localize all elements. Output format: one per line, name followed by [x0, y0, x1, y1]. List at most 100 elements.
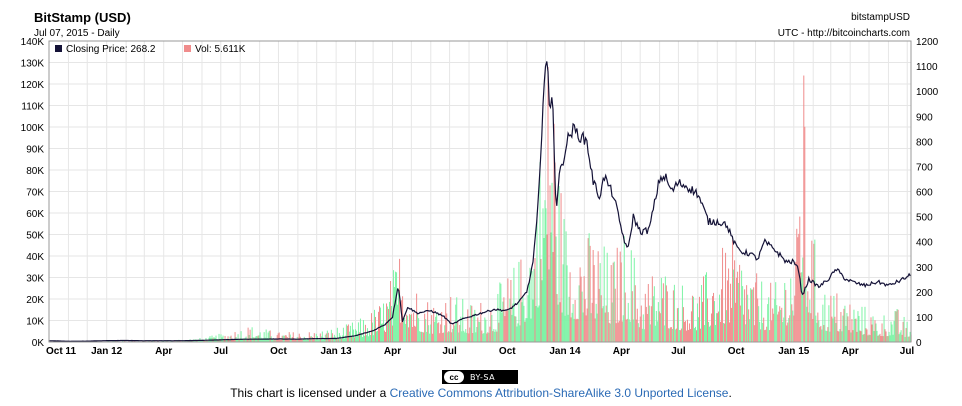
volume-bar [134, 340, 136, 342]
volume-bar [392, 325, 394, 342]
volume-bar [806, 306, 808, 342]
volume-bar [422, 332, 424, 342]
volume-bar [331, 333, 333, 342]
volume-bar [829, 331, 831, 342]
volume-bar [686, 319, 688, 342]
volume-bar [642, 314, 644, 342]
volume-bar [145, 340, 147, 342]
volume-bar [605, 305, 607, 342]
volume-bar [908, 336, 910, 342]
volume-bar [246, 338, 248, 342]
volume-bar [876, 330, 878, 342]
volume-bar [851, 319, 853, 342]
volume-bar [541, 280, 543, 342]
volume-bar [757, 298, 759, 342]
volume-bar [821, 329, 823, 342]
volume-bar [361, 336, 363, 342]
volume-bar [786, 325, 788, 342]
volume-bar [692, 296, 694, 342]
volume-bar [909, 331, 911, 342]
volume-bar [357, 322, 359, 342]
volume-bar [740, 305, 742, 342]
volume-bar [534, 258, 536, 342]
volume-bar [762, 323, 764, 342]
volume-bar [654, 325, 656, 342]
volume-bar [669, 327, 671, 342]
volume-bar [880, 336, 882, 342]
volume-bar [495, 329, 497, 342]
volume-bar [419, 331, 421, 342]
volume-bar [680, 328, 682, 342]
volume-bar [385, 332, 387, 342]
volume-bar [886, 336, 888, 342]
volume-bar [746, 285, 748, 342]
volume-bar [675, 328, 677, 342]
volume-bar [870, 317, 872, 342]
volume-bar [779, 306, 781, 342]
volume-bar [884, 329, 886, 342]
volume-bar [224, 335, 226, 342]
volume-bar [533, 268, 535, 342]
volume-bar [824, 294, 826, 342]
volume-bar [716, 313, 718, 342]
volume-bar [250, 338, 252, 342]
volume-bar [273, 339, 275, 342]
volume-bar [484, 317, 486, 342]
volume-bar [434, 321, 436, 342]
volume-bar [889, 335, 891, 342]
volume-bar [588, 233, 590, 342]
volume-bar [326, 330, 328, 342]
volume-bar [887, 336, 889, 342]
volume-bar [890, 321, 892, 342]
volume-bar [187, 340, 189, 342]
x-tick-label: Oct [270, 346, 287, 357]
volume-bar [231, 339, 233, 342]
volume-bar [321, 331, 323, 342]
volume-bar [599, 263, 601, 342]
volume-bar [846, 312, 848, 342]
volume-bar [501, 312, 503, 342]
volume-bar [471, 305, 473, 342]
cc-license-badge[interactable]: cc BY-SA [442, 370, 518, 384]
license-link[interactable]: Creative Commons Attribution-ShareAlike … [389, 386, 729, 400]
volume-bar [899, 332, 901, 342]
volume-bar [807, 291, 809, 342]
volume-bar [487, 332, 489, 342]
volume-bar [589, 245, 591, 342]
volume-bar [707, 298, 709, 342]
right-tick-label: 300 [916, 263, 933, 274]
chart-title: BitStamp (USD) [34, 10, 131, 25]
volume-bar [729, 322, 731, 342]
volume-bar [832, 318, 834, 342]
volume-bar [339, 335, 341, 342]
volume-bar [745, 324, 747, 342]
volume-bar [697, 317, 699, 342]
volume-bar [454, 325, 456, 342]
volume-bar [271, 338, 273, 342]
volume-bar [687, 329, 689, 342]
right-tick-label: 1100 [916, 62, 938, 73]
volume-bar [474, 309, 476, 342]
volume-bar [569, 272, 571, 342]
left-tick-label: 60K [26, 209, 44, 220]
volume-bar [398, 288, 400, 342]
volume-bar [754, 325, 756, 342]
volume-bar [209, 336, 211, 342]
volume-bar [420, 331, 422, 342]
volume-bar [351, 322, 353, 342]
volume-bar [201, 340, 203, 342]
volume-bar [449, 331, 451, 342]
volume-bar [756, 273, 758, 342]
volume-bar [727, 280, 729, 342]
volume-bar [668, 328, 670, 342]
left-tick-label: 90K [26, 145, 44, 156]
volume-bar [481, 330, 483, 342]
volume-bar [382, 323, 384, 342]
volume-bar [688, 323, 690, 342]
volume-bar [261, 339, 263, 342]
volume-bar [755, 282, 757, 342]
volume-bar [575, 319, 577, 342]
volume-bar [397, 304, 399, 342]
volume-bar [747, 294, 749, 342]
volume-bar [769, 330, 771, 342]
